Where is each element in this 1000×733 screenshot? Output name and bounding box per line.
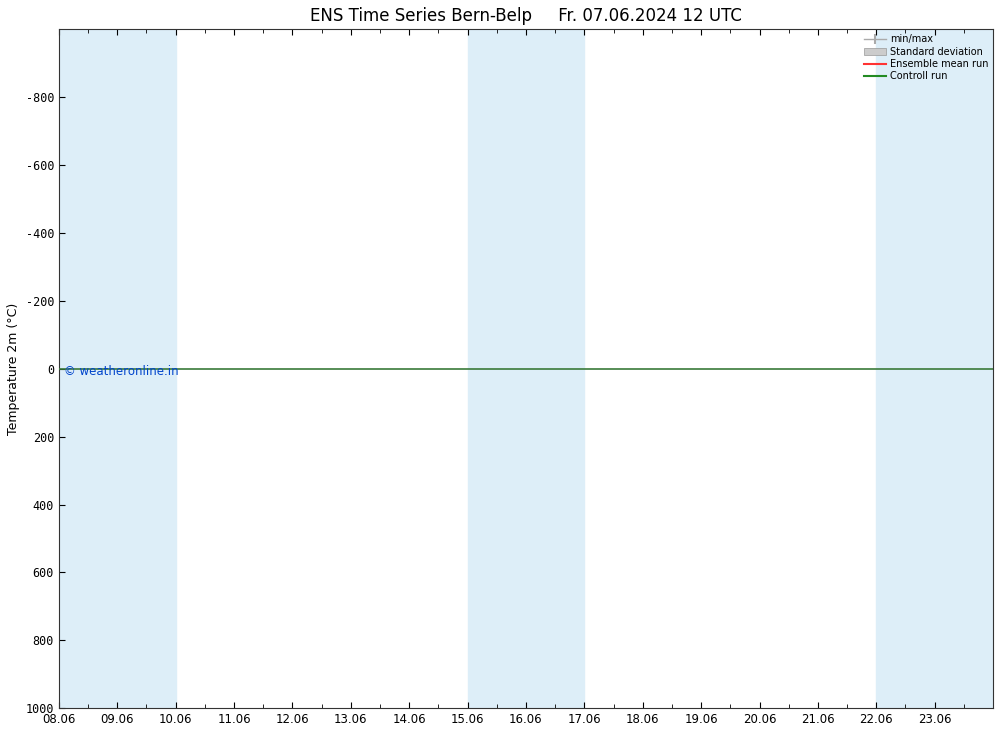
Bar	[468, 29, 584, 708]
Text: © weatheronline.in: © weatheronline.in	[64, 365, 178, 378]
Bar	[876, 29, 993, 708]
Title: ENS Time Series Bern-Belp     Fr. 07.06.2024 12 UTC: ENS Time Series Bern-Belp Fr. 07.06.2024…	[310, 7, 742, 25]
Legend: min/max, Standard deviation, Ensemble mean run, Controll run: min/max, Standard deviation, Ensemble me…	[862, 32, 990, 84]
Y-axis label: Temperature 2m (°C): Temperature 2m (°C)	[7, 303, 20, 435]
Bar	[59, 29, 176, 708]
